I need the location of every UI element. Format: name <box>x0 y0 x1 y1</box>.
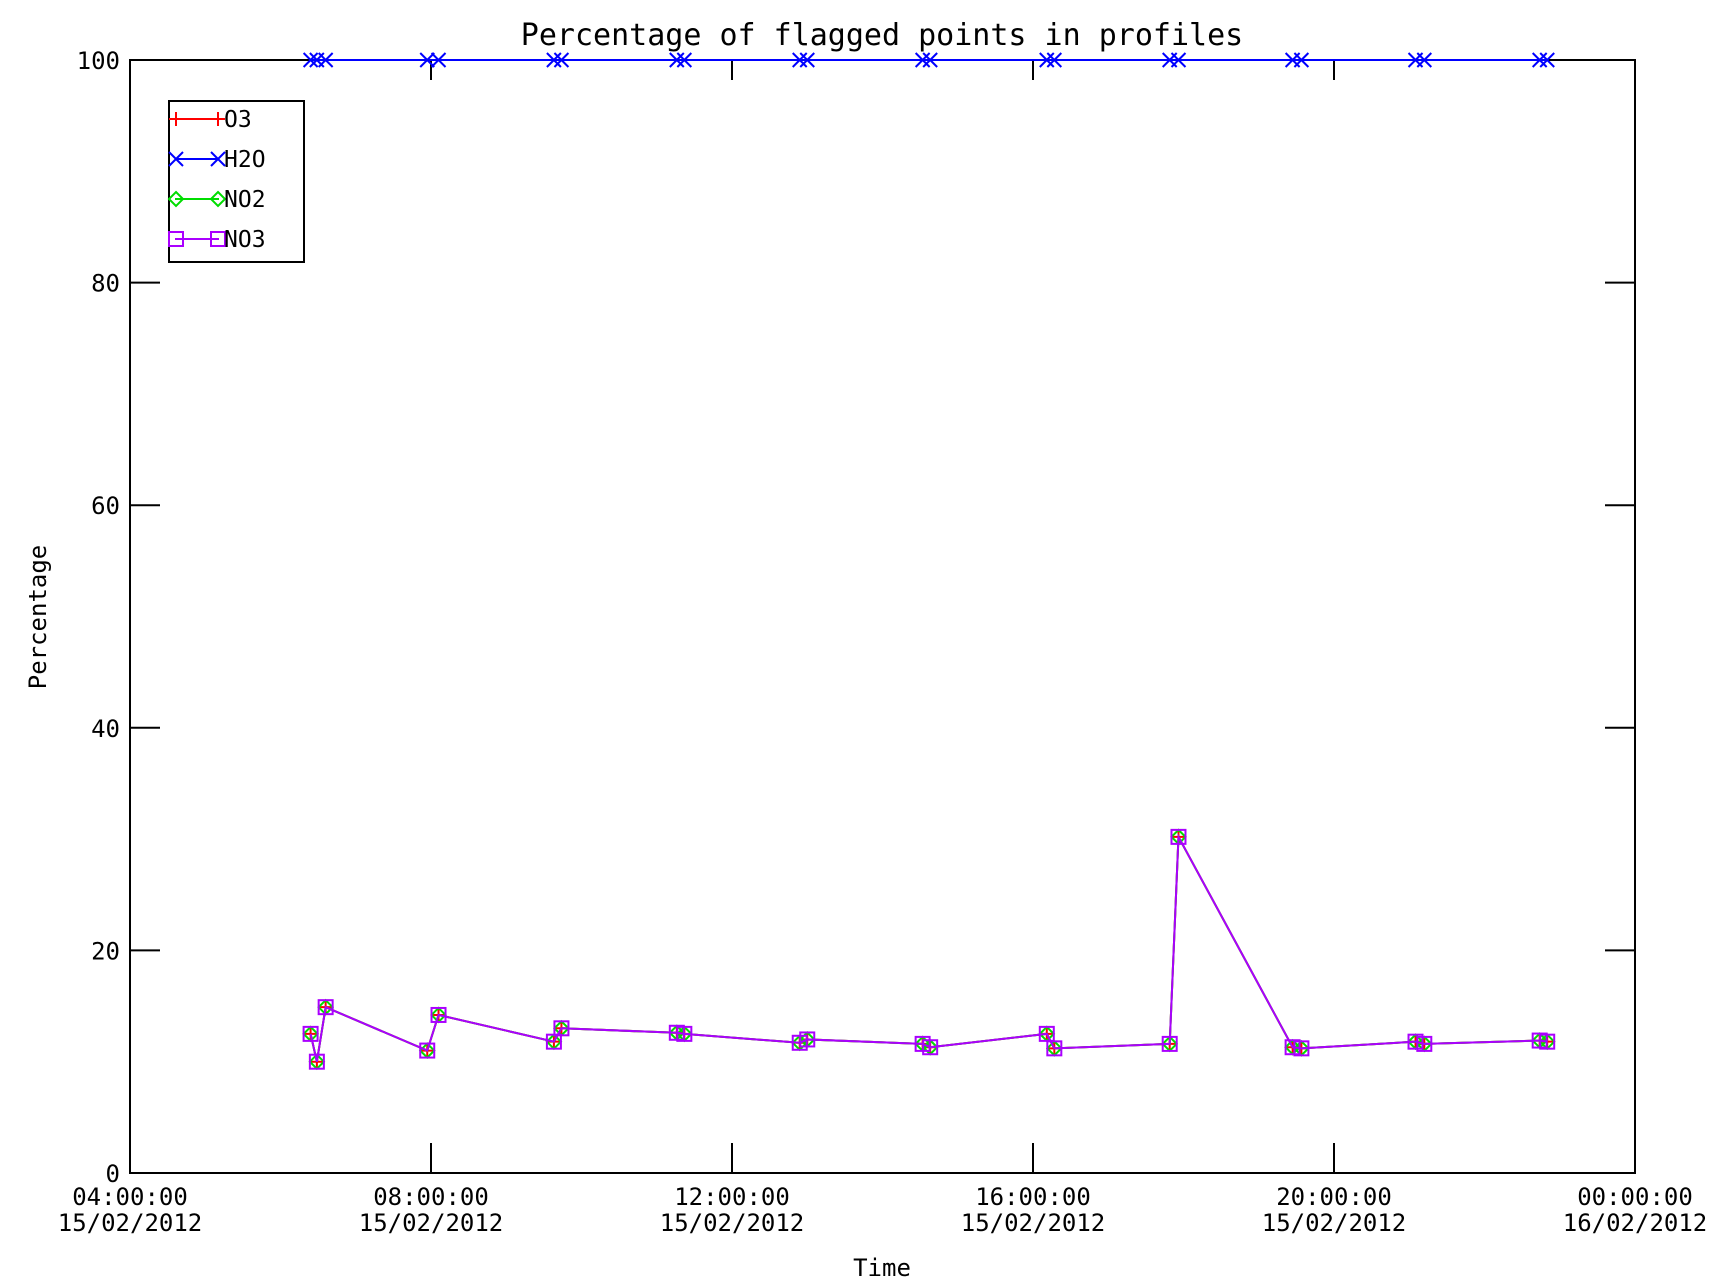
data-point-no3 <box>1284 1039 1301 1056</box>
y-tick-label: 100 <box>77 47 120 75</box>
series-o3 <box>303 829 1555 1069</box>
data-point-no3 <box>1170 828 1187 845</box>
y-axis: 0 20 40 60 80 100 <box>77 47 1635 1188</box>
data-point-no3 <box>1416 1035 1433 1052</box>
legend: O3 H2O NO2 NO3 <box>167 100 305 263</box>
y-axis-label: Percentage <box>24 545 52 690</box>
data-point-no3 <box>430 1006 447 1023</box>
data-point-h2o <box>1539 52 1555 68</box>
data-point-no3 <box>799 1031 816 1048</box>
data-point-h2o <box>1416 52 1433 68</box>
data-point-h2o <box>1039 52 1055 68</box>
data-point-h2o <box>676 52 693 68</box>
data-point-no3 <box>308 1053 325 1070</box>
y-tick-label: 80 <box>91 270 120 298</box>
x-tick-label-date: 15/02/2012 <box>58 1209 203 1237</box>
data-point-no3 <box>1161 1035 1178 1052</box>
x-tick-label-time: 00:00:00 <box>1577 1183 1693 1211</box>
data-point-h2o <box>1531 52 1548 68</box>
legend-marker-no2 <box>167 190 185 208</box>
legend-entry-no3: NO3 <box>168 227 266 253</box>
data-point-no3 <box>922 1039 939 1056</box>
data-point-h2o <box>914 52 931 68</box>
legend-marker-h2o <box>210 151 226 167</box>
legend-label-o3: O3 <box>224 107 252 133</box>
legend-marker-h2o <box>168 151 184 167</box>
x-tick-label-date: 16/02/2012 <box>1563 1209 1708 1237</box>
series-h2o <box>302 52 1555 68</box>
legend-marker-o3 <box>169 112 183 126</box>
data-point-no3 <box>1407 1033 1424 1050</box>
x-tick-label-time: 08:00:00 <box>373 1183 489 1211</box>
data-point-no3 <box>553 1020 570 1037</box>
data-point-h2o <box>430 52 447 68</box>
plot-frame <box>129 59 1636 1174</box>
data-point-h2o <box>1046 52 1063 68</box>
legend-entry-h2o: H2O <box>168 147 266 173</box>
legend-marker-o3 <box>211 112 225 126</box>
series-layer <box>302 52 1556 1071</box>
data-point-no3 <box>676 1025 693 1042</box>
data-point-h2o <box>1170 52 1187 68</box>
legend-label-no3: NO3 <box>224 227 266 253</box>
data-point-no3 <box>302 1025 319 1042</box>
legend-marker-no3 <box>210 231 226 247</box>
data-point-h2o <box>799 52 815 68</box>
data-point-no3 <box>1046 1040 1063 1057</box>
legend-marker-no2 <box>209 190 227 208</box>
data-point-h2o <box>302 52 319 68</box>
x-tick-label-time: 12:00:00 <box>674 1183 790 1211</box>
x-tick-label-date: 15/02/2012 <box>359 1209 504 1237</box>
data-point-no3 <box>419 1042 436 1059</box>
y-tick-label: 0 <box>106 1160 120 1188</box>
series-line-no3 <box>309 833 1548 1062</box>
data-point-no3 <box>1293 1040 1310 1057</box>
data-point-h2o <box>792 52 808 68</box>
data-point-h2o <box>922 52 938 68</box>
data-point-h2o <box>546 52 562 68</box>
series-no2 <box>302 828 1556 1071</box>
x-axis-label: Time <box>853 1254 911 1281</box>
data-point-h2o <box>317 52 334 68</box>
x-tick-label-date: 15/02/2012 <box>961 1209 1106 1237</box>
legend-label-h2o: H2O <box>224 147 266 173</box>
y-tick-label: 40 <box>91 715 120 743</box>
data-point-h2o <box>419 52 435 68</box>
legend-entry-no2: NO2 <box>167 187 266 213</box>
data-point-no3 <box>1539 1033 1556 1050</box>
data-point-h2o <box>669 52 685 68</box>
chart-title: Percentage of flagged points in profiles <box>521 18 1243 53</box>
x-tick-label-time: 16:00:00 <box>975 1183 1091 1211</box>
legend-box <box>168 100 305 263</box>
y-tick-label: 60 <box>91 492 120 520</box>
data-point-h2o <box>553 52 570 68</box>
data-point-no3 <box>317 999 334 1016</box>
y-tick-label: 20 <box>91 937 120 965</box>
x-axis: 04:00:0015/02/201208:00:0015/02/201212:0… <box>58 60 1708 1237</box>
legend-marker-no3 <box>168 231 184 247</box>
data-point-h2o <box>1293 52 1310 68</box>
x-tick-label-time: 04:00:00 <box>72 1183 188 1211</box>
x-tick-label-date: 15/02/2012 <box>1262 1209 1407 1237</box>
legend-label-no2: NO2 <box>224 187 266 213</box>
x-tick-label-time: 20:00:00 <box>1276 1183 1392 1211</box>
series-no3 <box>302 828 1556 1070</box>
x-tick-label-date: 15/02/2012 <box>660 1209 805 1237</box>
legend-entry-o3: O3 <box>169 107 252 133</box>
